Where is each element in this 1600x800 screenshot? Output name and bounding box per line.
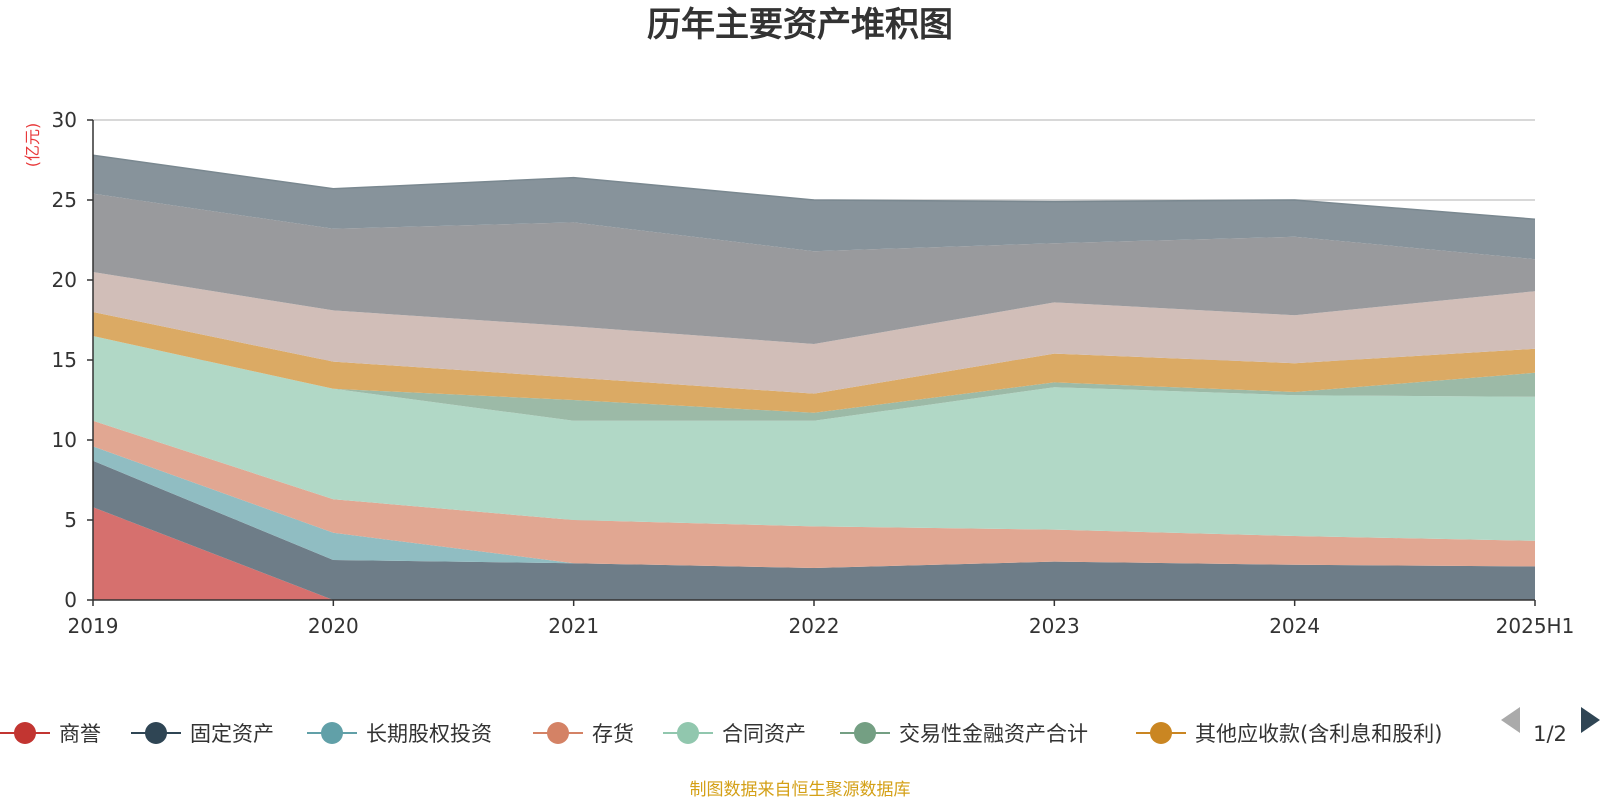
legend-marker-icon xyxy=(547,722,569,744)
y-tick-label: 30 xyxy=(52,108,77,132)
y-tick-label: 0 xyxy=(64,588,77,612)
y-axis-unit-label: (亿元) xyxy=(23,123,42,168)
legend-label: 交易性金融资产合计 xyxy=(899,722,1088,746)
legend-marker-icon xyxy=(145,722,167,744)
area-series xyxy=(93,336,1535,541)
legend-item[interactable]: 合同资产 xyxy=(663,722,806,746)
area-series xyxy=(93,312,1535,413)
legend-prev-page-icon[interactable] xyxy=(1501,707,1520,733)
legend-marker-icon xyxy=(321,722,343,744)
stacked-areas xyxy=(92,154,1536,600)
x-tick-label: 2021 xyxy=(548,614,599,638)
x-tick-label: 2022 xyxy=(789,614,840,638)
legend-item[interactable]: 交易性金融资产合计 xyxy=(840,722,1088,746)
area-series xyxy=(93,507,1535,600)
area-series xyxy=(93,460,1535,600)
x-tick-label: 2025H1 xyxy=(1496,614,1575,638)
y-tick-label: 10 xyxy=(52,428,77,452)
legend-marker-icon xyxy=(14,722,36,744)
legend-label: 合同资产 xyxy=(722,722,806,746)
legend-marker-icon xyxy=(854,722,876,744)
area-series xyxy=(93,193,1535,344)
legend-label: 固定资产 xyxy=(190,722,274,746)
legend-item[interactable]: 其他应收款(含利息和股利) xyxy=(1136,722,1442,746)
legend-item[interactable]: 存货 xyxy=(533,722,634,746)
x-tick-label: 2024 xyxy=(1269,614,1320,638)
x-tick-label: 2019 xyxy=(68,614,119,638)
legend-marker-icon xyxy=(1150,722,1172,744)
area-series xyxy=(93,155,1535,260)
legend-label: 长期股权投资 xyxy=(366,722,492,746)
area-series xyxy=(93,272,1535,394)
legend[interactable]: 商誉 固定资产 长期股权投资 存货 合同资产 交易性金融资产合计 其他应收款(含利息和股利) xyxy=(0,722,1442,746)
legend-item[interactable]: 商誉 xyxy=(0,722,101,746)
stack-top-line xyxy=(92,154,1536,220)
legend-label: 存货 xyxy=(592,722,634,746)
y-tick-label: 15 xyxy=(52,348,77,372)
legend-pager[interactable]: 1/2 xyxy=(1501,707,1600,746)
legend-marker-icon xyxy=(677,722,699,744)
data-source-note: 制图数据来自恒生聚源数据库 xyxy=(690,780,911,800)
area-series xyxy=(93,336,1535,421)
y-tick-label: 25 xyxy=(52,188,77,212)
legend-item[interactable]: 固定资产 xyxy=(131,722,274,746)
y-tick-label: 20 xyxy=(52,268,77,292)
axes: 0 5 10 15 20 25 30 2019 2020 2021 2022 2023 2024 2025… xyxy=(52,108,1575,638)
x-tick-label: 2023 xyxy=(1029,614,1080,638)
x-tick-label: 2020 xyxy=(308,614,359,638)
legend-label: 其他应收款(含利息和股利) xyxy=(1195,722,1442,746)
legend-item[interactable]: 长期股权投资 xyxy=(307,722,492,746)
legend-page-indicator: 1/2 xyxy=(1533,722,1567,746)
y-tick-label: 5 xyxy=(64,508,77,532)
legend-label: 商誉 xyxy=(59,722,101,746)
area-series xyxy=(93,420,1535,568)
legend-next-page-icon[interactable] xyxy=(1581,707,1600,733)
chart-title: 历年主要资产堆积图 xyxy=(647,5,953,45)
